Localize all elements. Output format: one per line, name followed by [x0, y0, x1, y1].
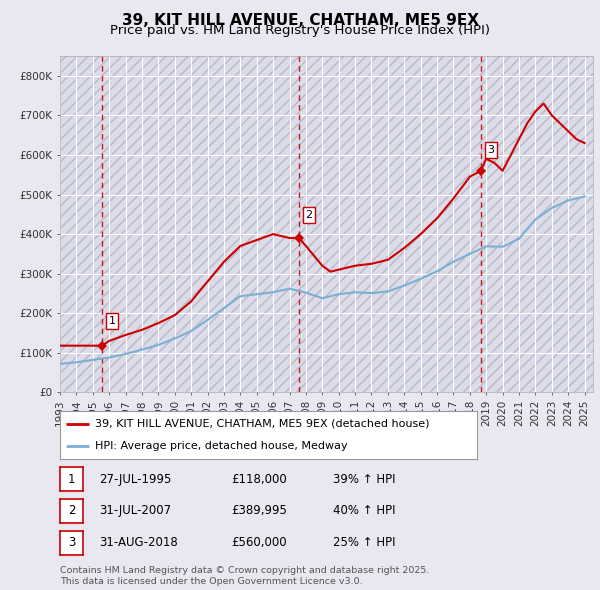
- Text: 31-AUG-2018: 31-AUG-2018: [99, 536, 178, 549]
- Text: HPI: Average price, detached house, Medway: HPI: Average price, detached house, Medw…: [95, 441, 348, 451]
- Text: £560,000: £560,000: [231, 536, 287, 549]
- Text: 3: 3: [487, 145, 494, 155]
- Text: 31-JUL-2007: 31-JUL-2007: [99, 504, 171, 517]
- Text: £389,995: £389,995: [231, 504, 287, 517]
- Text: 1: 1: [68, 473, 75, 486]
- Text: £118,000: £118,000: [231, 473, 287, 486]
- Text: 39, KIT HILL AVENUE, CHATHAM, ME5 9EX: 39, KIT HILL AVENUE, CHATHAM, ME5 9EX: [121, 13, 479, 28]
- Text: 27-JUL-1995: 27-JUL-1995: [99, 473, 172, 486]
- Text: 25% ↑ HPI: 25% ↑ HPI: [333, 536, 395, 549]
- Text: Price paid vs. HM Land Registry's House Price Index (HPI): Price paid vs. HM Land Registry's House …: [110, 24, 490, 37]
- Text: 40% ↑ HPI: 40% ↑ HPI: [333, 504, 395, 517]
- Text: Contains HM Land Registry data © Crown copyright and database right 2025.
This d: Contains HM Land Registry data © Crown c…: [60, 566, 430, 586]
- Text: 39, KIT HILL AVENUE, CHATHAM, ME5 9EX (detached house): 39, KIT HILL AVENUE, CHATHAM, ME5 9EX (d…: [95, 419, 430, 429]
- Text: 2: 2: [305, 210, 313, 220]
- Text: 1: 1: [109, 316, 116, 326]
- Text: 3: 3: [68, 536, 75, 549]
- Text: 2: 2: [68, 504, 75, 517]
- Text: 39% ↑ HPI: 39% ↑ HPI: [333, 473, 395, 486]
